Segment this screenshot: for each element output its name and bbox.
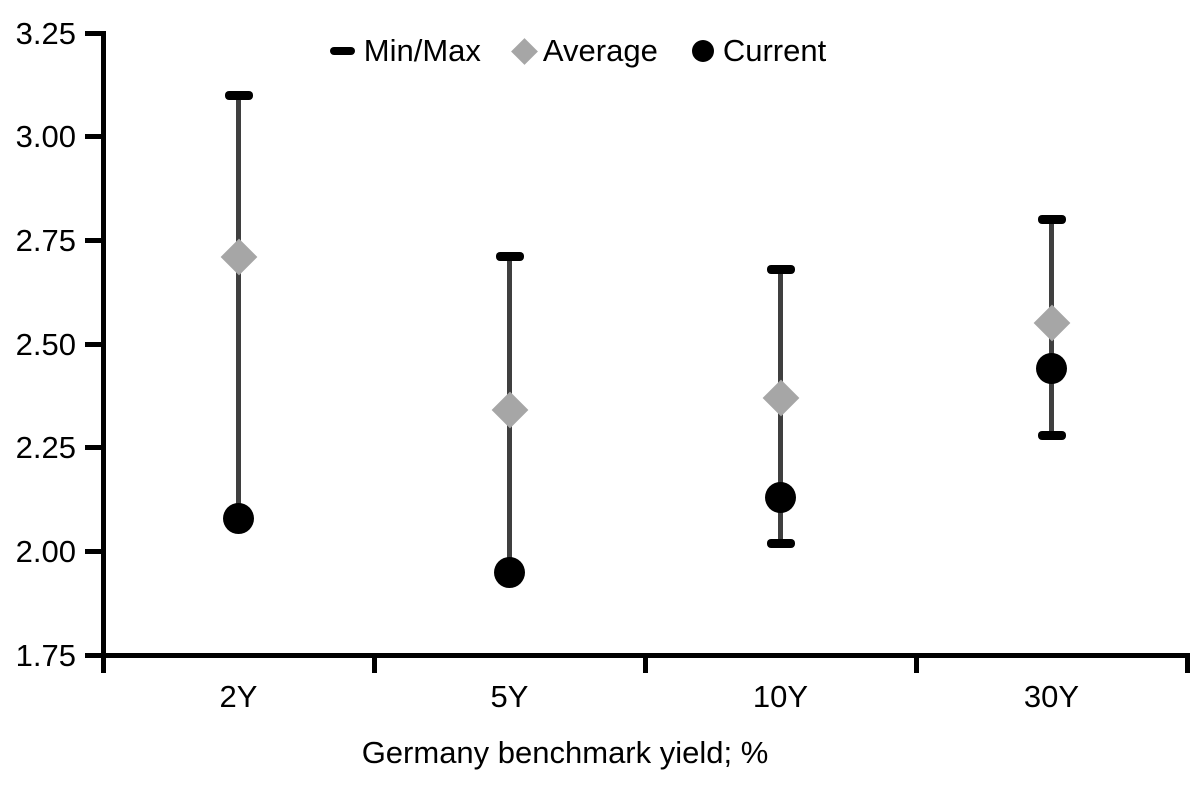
x-axis-tick (371, 652, 377, 673)
x-axis-tick (100, 652, 106, 673)
x-axis-title: Germany benchmark yield; % (361, 735, 769, 770)
y-axis-tick (85, 445, 103, 451)
min-cap (1037, 430, 1066, 440)
y-axis-tick-label: 2.50 (15, 326, 76, 362)
x-category-label: 2Y (219, 679, 258, 714)
x-category-label: 10Y (752, 679, 809, 714)
y-axis-line (100, 30, 106, 658)
legend-item-current: Current (691, 33, 827, 69)
current-marker (1036, 353, 1067, 385)
y-axis-tick-label: 3.25 (15, 15, 76, 51)
max-cap (224, 90, 253, 100)
y-axis-tick (85, 237, 103, 243)
y-axis-tick-label: 2.25 (15, 430, 76, 466)
average-marker (1033, 304, 1070, 342)
minmax-dash-icon (329, 47, 355, 55)
legend-item-average: Average (510, 33, 658, 69)
y-axis-tick (85, 30, 103, 36)
max-cap (1037, 215, 1066, 225)
y-axis-tick (85, 134, 103, 140)
max-cap (495, 252, 524, 262)
legend-item-minmax: Min/Max (329, 33, 481, 69)
min-cap (766, 538, 795, 548)
legend-label-current: Current (722, 33, 827, 68)
range-stick (236, 95, 241, 519)
current-marker (223, 502, 254, 534)
y-axis-tick-label: 3.00 (15, 119, 76, 155)
legend: Min/Max Average Current (0, 33, 1178, 69)
y-axis-tick (85, 652, 103, 658)
x-category-label: 5Y (490, 679, 529, 714)
current-circle-icon (691, 40, 714, 62)
x-axis-tick (913, 652, 919, 673)
average-diamond-icon (510, 37, 538, 65)
x-category-label: 30Y (1023, 679, 1080, 714)
x-axis-tick (1184, 652, 1190, 673)
average-marker (762, 379, 799, 417)
current-marker (765, 481, 796, 513)
legend-label-average: Average (542, 33, 658, 68)
y-axis-tick (85, 341, 103, 347)
y-axis-tick-label: 2.00 (15, 533, 76, 569)
y-axis-tick (85, 548, 103, 554)
current-marker (494, 556, 525, 588)
x-axis-tick (642, 652, 648, 673)
max-cap (766, 264, 795, 274)
y-axis-tick-label: 1.75 (15, 637, 76, 673)
y-axis-tick-label: 2.75 (15, 222, 76, 258)
legend-label-minmax: Min/Max (363, 33, 481, 68)
average-marker (491, 391, 528, 429)
average-marker (220, 238, 257, 276)
